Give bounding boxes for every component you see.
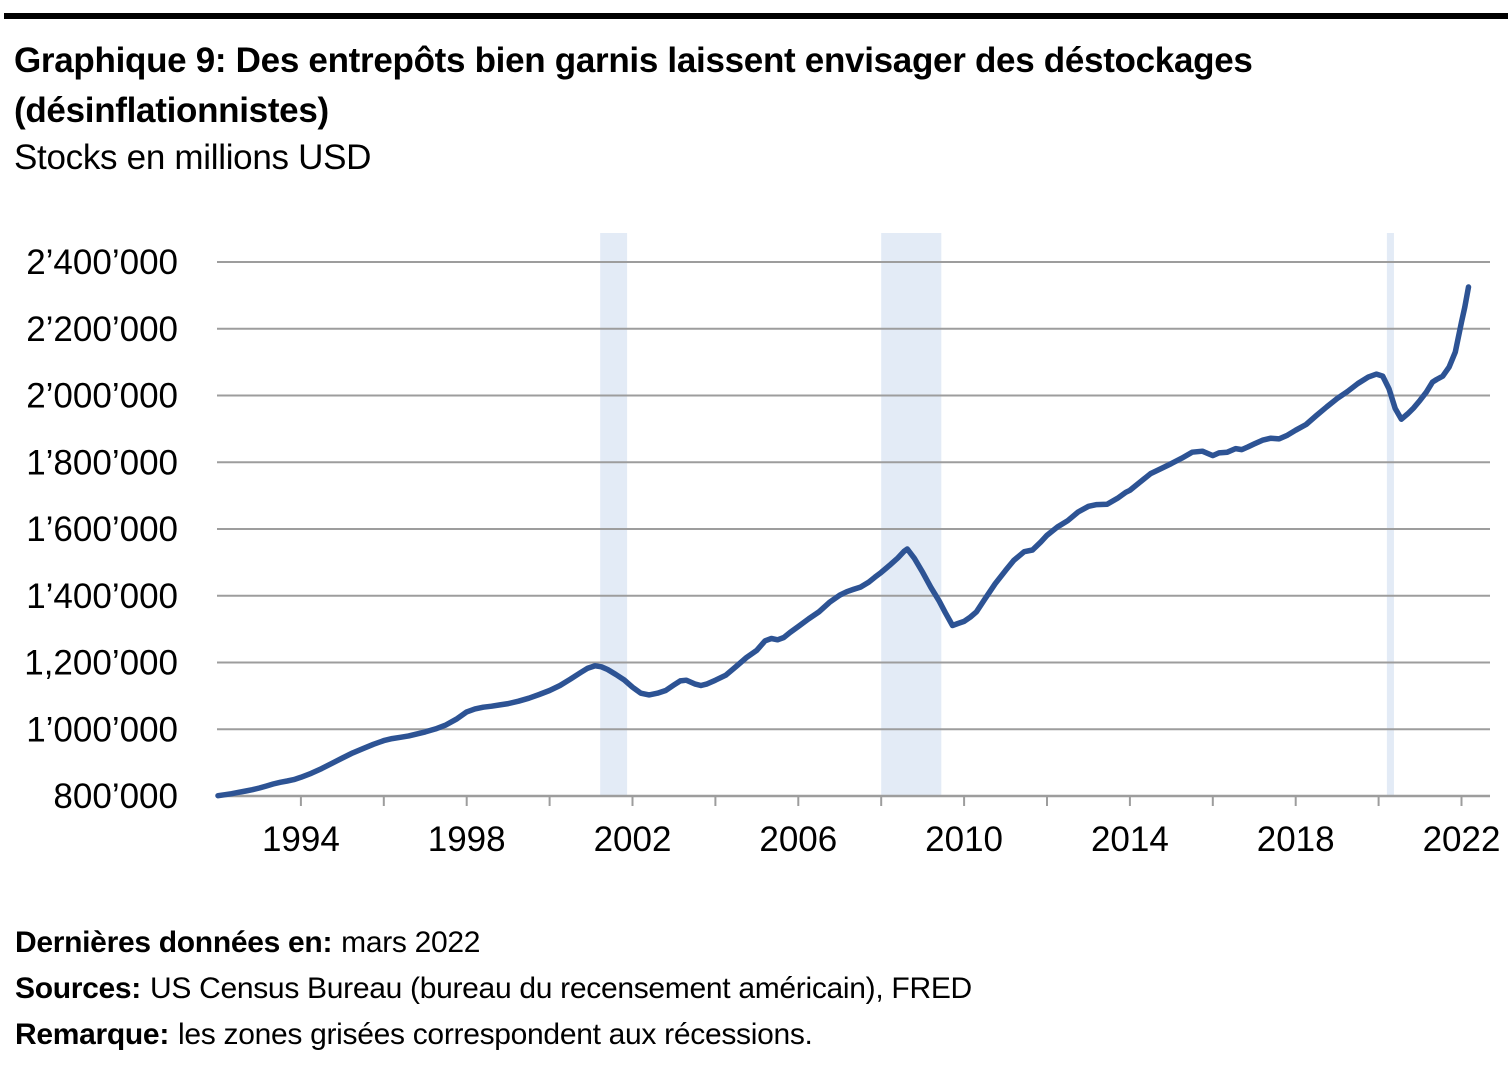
gridlines [217,261,1490,798]
x-tick-label: 2010 [925,820,1003,859]
recession-band [1386,233,1394,796]
recession-band [881,233,942,796]
x-tick-label: 2006 [759,820,837,859]
footnote-remark-value: les zones grisées correspondent aux réce… [178,1018,813,1051]
top-rule [4,13,1508,19]
footnote-last-data-label: Dernières données en: [15,926,333,959]
x-axis-labels: 1994 1998 2002 2006 2010 2014 2018 2022 [262,820,1500,859]
y-tick-label: 800’000 [53,777,178,816]
y-tick-label: 1’800’000 [26,443,178,482]
recession-band [600,233,628,796]
footnote-remark-label: Remarque: [15,1018,170,1051]
y-tick-label: 1,200’000 [24,644,178,683]
chart-title-line2: (désinflationnistes) [14,91,329,130]
x-tick-label: 1994 [262,820,340,859]
footnote-sources-label: Sources: [15,972,141,1005]
chart-title-line1: Graphique 9: Des entrepôts bien garnis l… [14,41,1253,80]
x-tick-label: 2014 [1091,820,1169,859]
recession-bands [600,233,1394,796]
y-axis-labels: 800’000 1’000’000 1,200’000 1’400’000 1’600’… [24,243,178,816]
y-tick-label: 2’000’000 [26,377,178,416]
chart-title: Graphique 9: Des entrepôts bien garnis l… [14,36,1494,136]
x-tick-label: 2022 [1423,820,1501,859]
footnote-last-data: Dernières données en: mars 2022 [15,920,972,966]
y-tick-label: 2’400’000 [26,243,178,282]
footnote-last-data-value: mars 2022 [341,926,481,959]
inventories-series-line [215,284,1472,799]
y-tick-label: 1’400’000 [26,577,178,616]
y-tick-label: 1’000’000 [26,710,178,749]
y-tick-label: 2’200’000 [26,310,178,349]
x-tick-label: 1998 [428,820,506,859]
footnote-sources-value: US Census Bureau (bureau du recensement … [149,972,972,1005]
chart-subtitle: Stocks en millions USD [14,138,372,177]
x-tick-label: 2018 [1257,820,1335,859]
chart-footnotes: Dernières données en: mars 2022 Sources: U… [15,920,972,1058]
footnote-sources: Sources: US Census Bureau (bureau du rece… [15,966,972,1012]
footnote-remark: Remarque: les zones grisées correspondent… [15,1012,972,1058]
x-tick-label: 2002 [594,820,672,859]
y-tick-label: 1’600’000 [26,510,178,549]
x-axis-ticks [299,797,1463,806]
